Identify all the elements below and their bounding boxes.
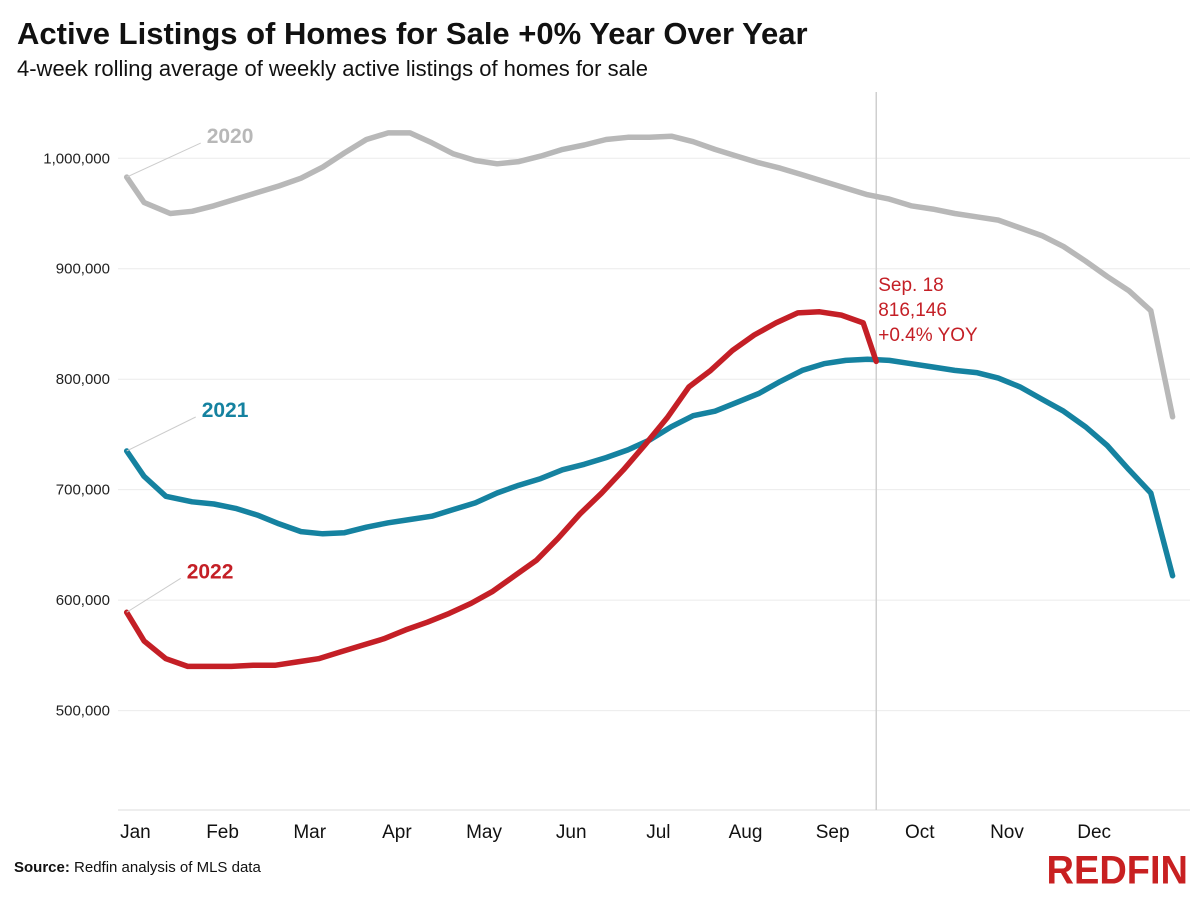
y-tick-label: 800,000 bbox=[56, 371, 110, 388]
y-tick-label: 1,000,000 bbox=[43, 150, 110, 167]
y-tick-label: 600,000 bbox=[56, 592, 110, 609]
series-line-2022 bbox=[123, 309, 879, 670]
chart-title: Active Listings of Homes for Sale +0% Ye… bbox=[17, 16, 808, 51]
y-tick-label: 900,000 bbox=[56, 261, 110, 278]
y-tick-label: 500,000 bbox=[56, 703, 110, 720]
x-tick-label: Feb bbox=[206, 822, 239, 843]
series-label-leader bbox=[126, 577, 181, 613]
series-label-leader bbox=[126, 416, 196, 452]
source-text: Redfin analysis of MLS data bbox=[74, 859, 261, 876]
x-axis-ticks: Jan Feb Mar Apr May Jun Jul Aug Sep Oct Nov Dec bbox=[120, 822, 1111, 843]
x-tick-label: Apr bbox=[382, 822, 412, 843]
x-tick-label: Nov bbox=[990, 822, 1024, 843]
y-tick-label: 700,000 bbox=[56, 482, 110, 499]
x-tick-label: Oct bbox=[905, 822, 935, 843]
source-label: Source: bbox=[14, 859, 70, 876]
x-tick-label: Jan bbox=[120, 822, 151, 843]
x-tick-label: May bbox=[466, 822, 502, 843]
chart-subtitle: 4-week rolling average of weekly active … bbox=[17, 56, 648, 81]
redfin-logo: REDFIN bbox=[1046, 848, 1188, 894]
source-note: Source: Redfin analysis of MLS data bbox=[14, 859, 261, 876]
series-label-2021: 2021 bbox=[202, 399, 249, 422]
series-lines bbox=[123, 130, 1176, 670]
x-tick-label: Aug bbox=[729, 822, 763, 843]
series-line-2020 bbox=[123, 130, 1176, 420]
series-label-2022: 2022 bbox=[187, 560, 234, 583]
series-label-leader bbox=[126, 142, 201, 178]
x-tick-label: Dec bbox=[1077, 822, 1111, 843]
x-tick-label: Jul bbox=[646, 822, 670, 843]
series-labels: 2020 2021 2022 bbox=[126, 125, 254, 613]
x-tick-label: Jun bbox=[556, 822, 587, 843]
series-line-2021 bbox=[123, 356, 1176, 579]
x-tick-label: Mar bbox=[293, 822, 326, 843]
annotation-line: +0.4% YOY bbox=[878, 325, 978, 346]
series-label-2020: 2020 bbox=[207, 125, 254, 148]
annotation-line: Sep. 18 bbox=[878, 275, 944, 296]
x-tick-label: Sep bbox=[816, 822, 850, 843]
gridlines bbox=[118, 157, 1190, 712]
y-axis-ticks: 500,000 600,000 700,000 800,000 900,000 1,000… bbox=[43, 150, 110, 719]
latest-value-annotation: Sep. 18 816,146 +0.4% YOY bbox=[878, 275, 978, 346]
annotation-line: 816,146 bbox=[878, 300, 947, 321]
